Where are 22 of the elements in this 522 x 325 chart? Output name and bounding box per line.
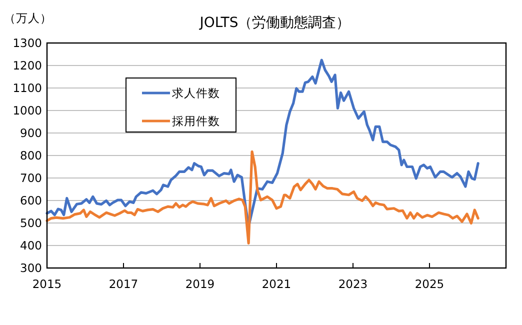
y-tick-label: 1000: [12, 104, 42, 118]
y-tick-label: 400: [20, 238, 42, 252]
y-tick-label: 300: [20, 261, 42, 275]
y-tick-label: 1200: [12, 58, 42, 72]
line-series: [46, 150, 480, 245]
legend-label: 求人件数: [172, 86, 220, 100]
y-tick-label: 800: [20, 148, 42, 162]
y-tick-label: 900: [20, 126, 42, 140]
y-tick-label: 700: [20, 171, 42, 185]
y-tick-label: 1300: [12, 36, 42, 50]
x-tick-label: 2023: [338, 277, 368, 291]
x-tick-label: 2015: [32, 277, 62, 291]
y-axis-title: （万人）: [4, 11, 52, 25]
y-tick-label: 1100: [12, 81, 42, 95]
x-tick-label: 2017: [108, 277, 138, 291]
x-tick-label: 2019: [185, 277, 215, 291]
chart-title: JOLTS（労働動態調査）: [198, 15, 350, 31]
y-tick-label: 600: [20, 194, 42, 208]
y-tick-label: 500: [20, 216, 42, 230]
x-tick-label: 2021: [262, 277, 292, 291]
legend-label: 採用件数: [172, 114, 220, 128]
x-tick-label: 2025: [414, 277, 444, 291]
